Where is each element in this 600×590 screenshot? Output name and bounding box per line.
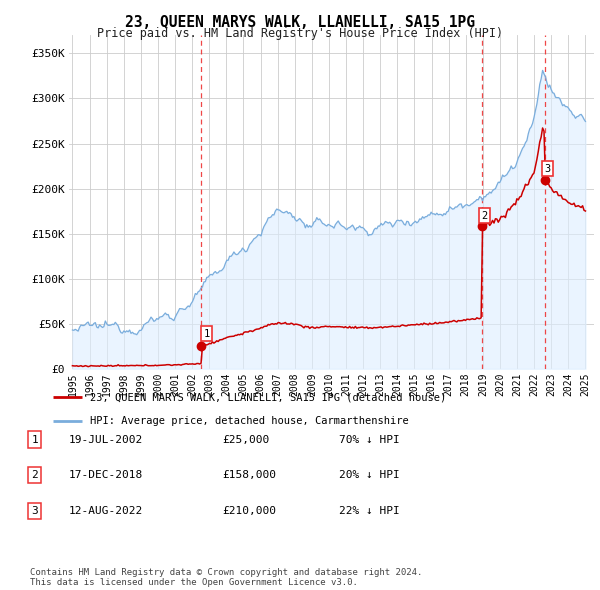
Text: 20% ↓ HPI: 20% ↓ HPI	[339, 470, 400, 480]
Text: 22% ↓ HPI: 22% ↓ HPI	[339, 506, 400, 516]
Text: 1: 1	[31, 435, 38, 444]
Text: £158,000: £158,000	[222, 470, 276, 480]
Text: 17-DEC-2018: 17-DEC-2018	[69, 470, 143, 480]
Text: 19-JUL-2002: 19-JUL-2002	[69, 435, 143, 444]
Text: 23, QUEEN MARYS WALK, LLANELLI, SA15 1PG: 23, QUEEN MARYS WALK, LLANELLI, SA15 1PG	[125, 15, 475, 30]
Text: HPI: Average price, detached house, Carmarthenshire: HPI: Average price, detached house, Carm…	[89, 416, 408, 426]
Text: Price paid vs. HM Land Registry's House Price Index (HPI): Price paid vs. HM Land Registry's House …	[97, 27, 503, 40]
Text: 3: 3	[544, 164, 550, 173]
Text: 3: 3	[31, 506, 38, 516]
Text: 2: 2	[482, 211, 488, 221]
Text: 12-AUG-2022: 12-AUG-2022	[69, 506, 143, 516]
Text: 2: 2	[31, 470, 38, 480]
Text: 70% ↓ HPI: 70% ↓ HPI	[339, 435, 400, 444]
Text: £210,000: £210,000	[222, 506, 276, 516]
Text: Contains HM Land Registry data © Crown copyright and database right 2024.
This d: Contains HM Land Registry data © Crown c…	[30, 568, 422, 587]
Text: £25,000: £25,000	[222, 435, 269, 444]
Text: 23, QUEEN MARYS WALK, LLANELLI, SA15 1PG (detached house): 23, QUEEN MARYS WALK, LLANELLI, SA15 1PG…	[89, 392, 446, 402]
Text: 1: 1	[203, 329, 209, 339]
